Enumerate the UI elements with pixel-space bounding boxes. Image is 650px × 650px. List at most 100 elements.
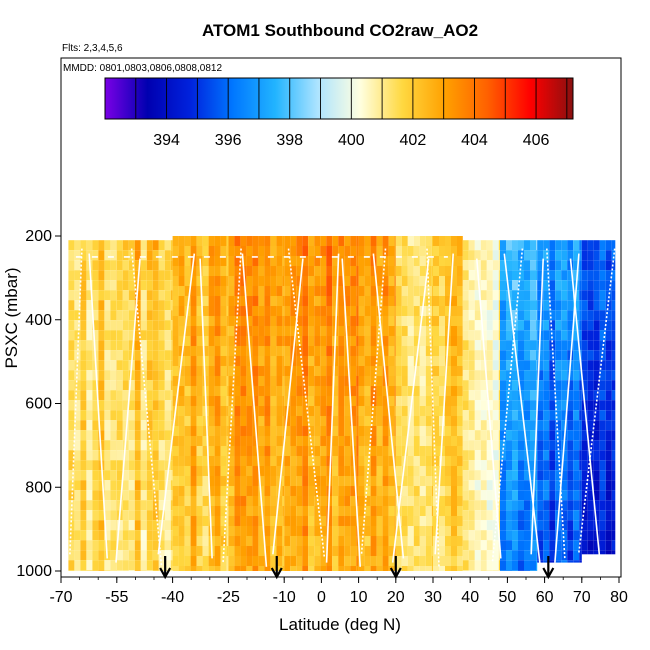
heatmap-cell	[122, 570, 129, 571]
heatmap-cell	[605, 250, 612, 261]
heatmap-cell	[462, 380, 469, 391]
heatmap-cell	[480, 550, 487, 561]
heatmap-cell	[74, 240, 81, 251]
heatmap-cell	[462, 350, 469, 361]
heatmap-cell	[581, 340, 588, 351]
heatmap-cell	[246, 286, 253, 296]
heatmap-cell	[92, 250, 99, 261]
heatmap-cell	[506, 570, 512, 571]
heatmap-cell	[80, 350, 87, 361]
heatmap-cell	[146, 470, 153, 481]
heatmap-cell	[284, 356, 291, 366]
heatmap-cell	[524, 470, 530, 481]
heatmap-cell	[74, 350, 81, 361]
heatmap-cell	[498, 290, 500, 301]
heatmap-cell	[122, 470, 129, 481]
heatmap-cell	[561, 510, 568, 521]
heatmap-cell	[593, 340, 600, 351]
heatmap-cell	[356, 306, 359, 316]
heatmap-cell	[332, 456, 339, 466]
heatmap-cell	[537, 270, 544, 281]
heatmap-cell	[178, 486, 185, 496]
heatmap-cell	[92, 300, 99, 311]
heatmap-cell	[413, 256, 420, 266]
heatmap-cell	[524, 270, 530, 281]
heatmap-cell	[419, 516, 426, 526]
heatmap-cell	[98, 540, 105, 551]
heatmap-cell	[395, 286, 402, 296]
heatmap-cell	[80, 520, 87, 531]
heatmap-cell	[68, 420, 75, 431]
heatmap-cell	[611, 420, 616, 431]
heatmap-cell	[104, 260, 111, 271]
heatmap-cell	[413, 526, 420, 536]
heatmap-cell	[240, 346, 247, 356]
heatmap-cell	[498, 350, 500, 361]
heatmap-cell	[457, 486, 463, 496]
heatmap-cell	[302, 366, 309, 376]
heatmap-cell	[220, 376, 227, 386]
heatmap-cell	[486, 470, 493, 481]
heatmap-cell	[486, 530, 493, 541]
heatmap-cell	[518, 280, 524, 291]
heatmap-cell	[431, 286, 433, 296]
heatmap-cell	[506, 480, 512, 491]
heatmap-cell	[116, 430, 123, 441]
heatmap-cell	[184, 496, 191, 506]
heatmap-cell	[276, 306, 283, 316]
heatmap-cell	[506, 540, 512, 551]
heatmap-cell	[480, 450, 487, 461]
heatmap-cell	[382, 536, 389, 546]
heatmap-cell	[350, 326, 357, 336]
heatmap-cell	[498, 420, 500, 431]
heatmap-cell	[395, 366, 402, 376]
heatmap-cell	[208, 316, 215, 326]
heatmap-cell	[284, 346, 291, 356]
heatmap-cell	[358, 286, 365, 296]
heatmap-cell	[486, 350, 493, 361]
heatmap-cell	[492, 350, 499, 361]
heatmap-cell	[214, 326, 221, 336]
heatmap-cell	[296, 566, 303, 571]
heatmap-cell	[358, 446, 365, 456]
heatmap-cell	[587, 530, 594, 541]
heatmap-cell	[388, 396, 395, 406]
heatmap-cell	[196, 486, 203, 496]
heatmap-cell	[290, 376, 297, 386]
heatmap-cell	[80, 570, 87, 571]
heatmap-cell	[388, 486, 395, 496]
heatmap-cell	[457, 456, 463, 466]
heatmap-cell	[152, 540, 159, 551]
heatmap-cell	[282, 516, 285, 526]
heatmap-cell	[605, 370, 612, 381]
heatmap-cell	[178, 496, 185, 506]
heatmap-cell	[270, 236, 277, 246]
heatmap-cell	[320, 416, 327, 426]
heatmap-cell	[431, 426, 433, 436]
heatmap-cell	[252, 526, 259, 536]
heatmap-cell	[486, 330, 493, 341]
heatmap-cell	[605, 490, 612, 501]
heatmap-cell	[178, 376, 185, 386]
heatmap-cell	[196, 546, 203, 556]
heatmap-cell	[344, 426, 351, 436]
heatmap-cell	[190, 236, 197, 246]
heatmap-cell	[214, 296, 221, 306]
heatmap-cell	[128, 410, 135, 421]
heatmap-cell	[68, 510, 75, 521]
heatmap-cell	[296, 396, 303, 406]
heatmap-cell	[518, 520, 524, 531]
heatmap-cell	[282, 416, 285, 426]
heatmap-cell	[530, 270, 536, 281]
heatmap-cell	[425, 426, 432, 436]
heatmap-cell	[128, 240, 135, 251]
heatmap-cell	[92, 400, 99, 411]
heatmap-cell	[344, 306, 351, 316]
heatmap-cell	[86, 330, 93, 341]
heatmap-cell	[462, 540, 469, 551]
heatmap-cell	[134, 510, 141, 521]
heatmap-cell	[184, 336, 191, 346]
heatmap-cell	[74, 570, 81, 571]
heatmap-cell	[214, 556, 221, 566]
heatmap-cell	[338, 296, 345, 306]
